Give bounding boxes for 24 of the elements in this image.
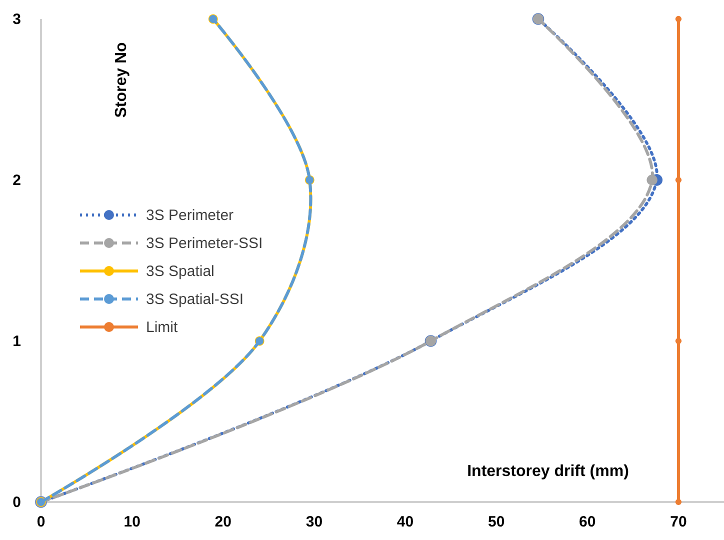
legend-label: 3S Spatial-SSI — [146, 291, 244, 308]
x-tick-label: 10 — [124, 514, 140, 531]
y-tick-label: 1 — [12, 332, 21, 350]
point — [675, 176, 682, 184]
legend-label: Limit — [146, 319, 178, 336]
point — [646, 174, 658, 186]
legend-label: 3S Perimeter — [146, 207, 234, 224]
y-tick-label: 0 — [12, 494, 21, 511]
legend-label: 3S Spatial — [146, 263, 214, 280]
y-tick-label: 2 — [12, 172, 21, 189]
point — [675, 338, 682, 344]
x-tick-label: 0 — [36, 514, 46, 531]
x-axis-title: Interstorey drift (mm) — [467, 463, 629, 480]
y-tick-label: 3 — [12, 10, 21, 28]
x-tick-label: 50 — [488, 514, 505, 531]
x-tick-label: 40 — [396, 514, 414, 531]
y-axis-title: Storey No — [113, 42, 130, 118]
x-tick-label: 20 — [214, 514, 232, 531]
x-tick-label: 60 — [579, 514, 596, 531]
legend-label: 3S Perimeter-SSI — [146, 235, 263, 252]
point — [675, 16, 682, 22]
x-tick-label: 70 — [670, 514, 687, 531]
point — [675, 498, 682, 506]
x-tick-label: 30 — [306, 514, 323, 531]
